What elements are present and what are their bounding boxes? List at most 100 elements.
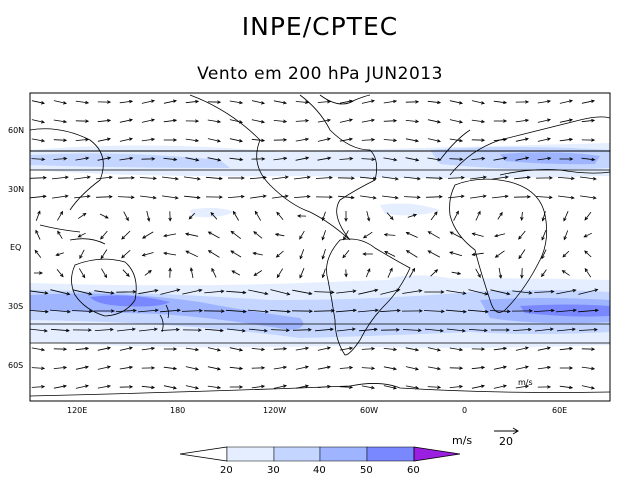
wind-vector — [490, 289, 510, 295]
wind-vector-head — [481, 156, 486, 161]
wind-vector — [225, 309, 247, 313]
wind-vector-head — [460, 194, 465, 199]
wind-vector-head — [254, 210, 259, 215]
wind-vector — [75, 100, 89, 104]
wind-vector-head — [44, 309, 49, 314]
wind-vector — [317, 119, 331, 123]
wind-vector — [185, 138, 199, 142]
wind-vector-head — [66, 291, 71, 296]
wind-vector — [515, 385, 529, 389]
wind-vector — [295, 157, 309, 161]
wind-vector-head — [151, 157, 156, 161]
wind-vector-head — [584, 216, 589, 221]
wind-vector-head — [547, 156, 552, 161]
wind-vector — [295, 347, 309, 351]
wind-vector-head — [416, 176, 421, 181]
colorbar-left-triangle — [179, 446, 228, 462]
wind-vector-head — [176, 308, 181, 313]
wind-vector — [51, 176, 69, 180]
wind-vector — [100, 249, 108, 259]
wind-vector-head — [343, 236, 347, 241]
wind-vector — [276, 268, 284, 278]
map-frame — [29, 92, 611, 402]
wind-vector-head — [590, 386, 595, 390]
wind-vector-head — [106, 384, 112, 389]
wind-vector — [521, 211, 523, 221]
lat-label-eq: EQ — [10, 243, 21, 252]
wind-vector-head — [88, 328, 92, 332]
wind-vector-head — [41, 347, 46, 352]
wind-vector-head — [546, 137, 551, 141]
wind-vector-head — [483, 328, 488, 333]
wind-vector — [448, 195, 464, 199]
wind-vector — [497, 212, 503, 220]
wind-vector-head — [480, 119, 486, 124]
wind-vector — [138, 328, 158, 332]
wind-vector — [73, 176, 91, 180]
wind-vector — [53, 100, 67, 104]
wind-vector — [185, 366, 199, 370]
wind-vector-head — [528, 309, 533, 313]
wind-vector-head — [63, 156, 68, 161]
wind-vector-head — [142, 235, 147, 239]
wind-vector-head — [415, 100, 420, 104]
wind-vector — [405, 347, 419, 351]
wind-vector — [270, 329, 290, 331]
wind-vector-head — [546, 346, 551, 350]
wind-vector — [95, 176, 113, 180]
wind-vector-head — [82, 212, 87, 217]
wind-vector — [31, 347, 45, 351]
wind-vector-head — [304, 346, 310, 351]
wind-vector — [123, 211, 129, 221]
wind-vector — [75, 385, 89, 389]
wind-vector-head — [326, 365, 331, 370]
wind-vector-head — [506, 328, 510, 332]
wind-vector — [30, 195, 46, 199]
wind-vector — [559, 385, 573, 389]
greenland-coast — [319, 94, 371, 105]
wind-vector — [322, 230, 326, 240]
wind-vector-head — [121, 235, 126, 240]
wind-vector — [361, 158, 375, 160]
wind-vector — [541, 249, 547, 259]
wind-vector-head — [440, 309, 445, 314]
wind-vector-head — [506, 309, 511, 314]
wind-vector-head — [455, 210, 459, 215]
wind-vector-head — [569, 346, 574, 351]
wind-vector-head — [150, 137, 156, 142]
wind-vector-head — [285, 328, 290, 332]
wind-vector — [541, 269, 547, 277]
wind-vector — [581, 119, 595, 123]
wind-vector-head — [107, 100, 112, 104]
wind-vector — [317, 386, 331, 388]
wind-vector — [427, 138, 441, 142]
wind-vector — [141, 347, 155, 351]
wind-vector-head — [261, 347, 266, 352]
wind-vector — [31, 158, 45, 160]
wind-vector-head — [216, 367, 221, 371]
wind-vector-head — [389, 267, 393, 272]
wind-vector — [445, 309, 467, 313]
wind-vector-head — [367, 268, 371, 273]
wind-vector-head — [172, 366, 178, 371]
wind-vector-head — [436, 366, 442, 371]
wind-vector — [339, 119, 353, 123]
wind-vector — [314, 291, 334, 293]
wind-vector — [295, 385, 309, 389]
wind-vector — [34, 250, 42, 258]
wind-vector — [119, 100, 133, 104]
wind-vector-head — [372, 176, 377, 181]
wind-vector — [427, 100, 441, 104]
wind-vector — [229, 347, 243, 351]
wind-vector-head — [412, 213, 418, 218]
wind-vector — [584, 211, 592, 221]
wind-vector — [251, 348, 265, 350]
wind-vector — [139, 177, 157, 179]
wind-vector-head — [196, 176, 201, 181]
wind-vector — [253, 270, 263, 276]
wind-speed-shading — [30, 143, 610, 348]
wind-vector-head — [546, 99, 552, 104]
wind-vector — [122, 269, 130, 277]
wind-vector-head — [207, 231, 212, 235]
wind-vector — [116, 328, 136, 332]
